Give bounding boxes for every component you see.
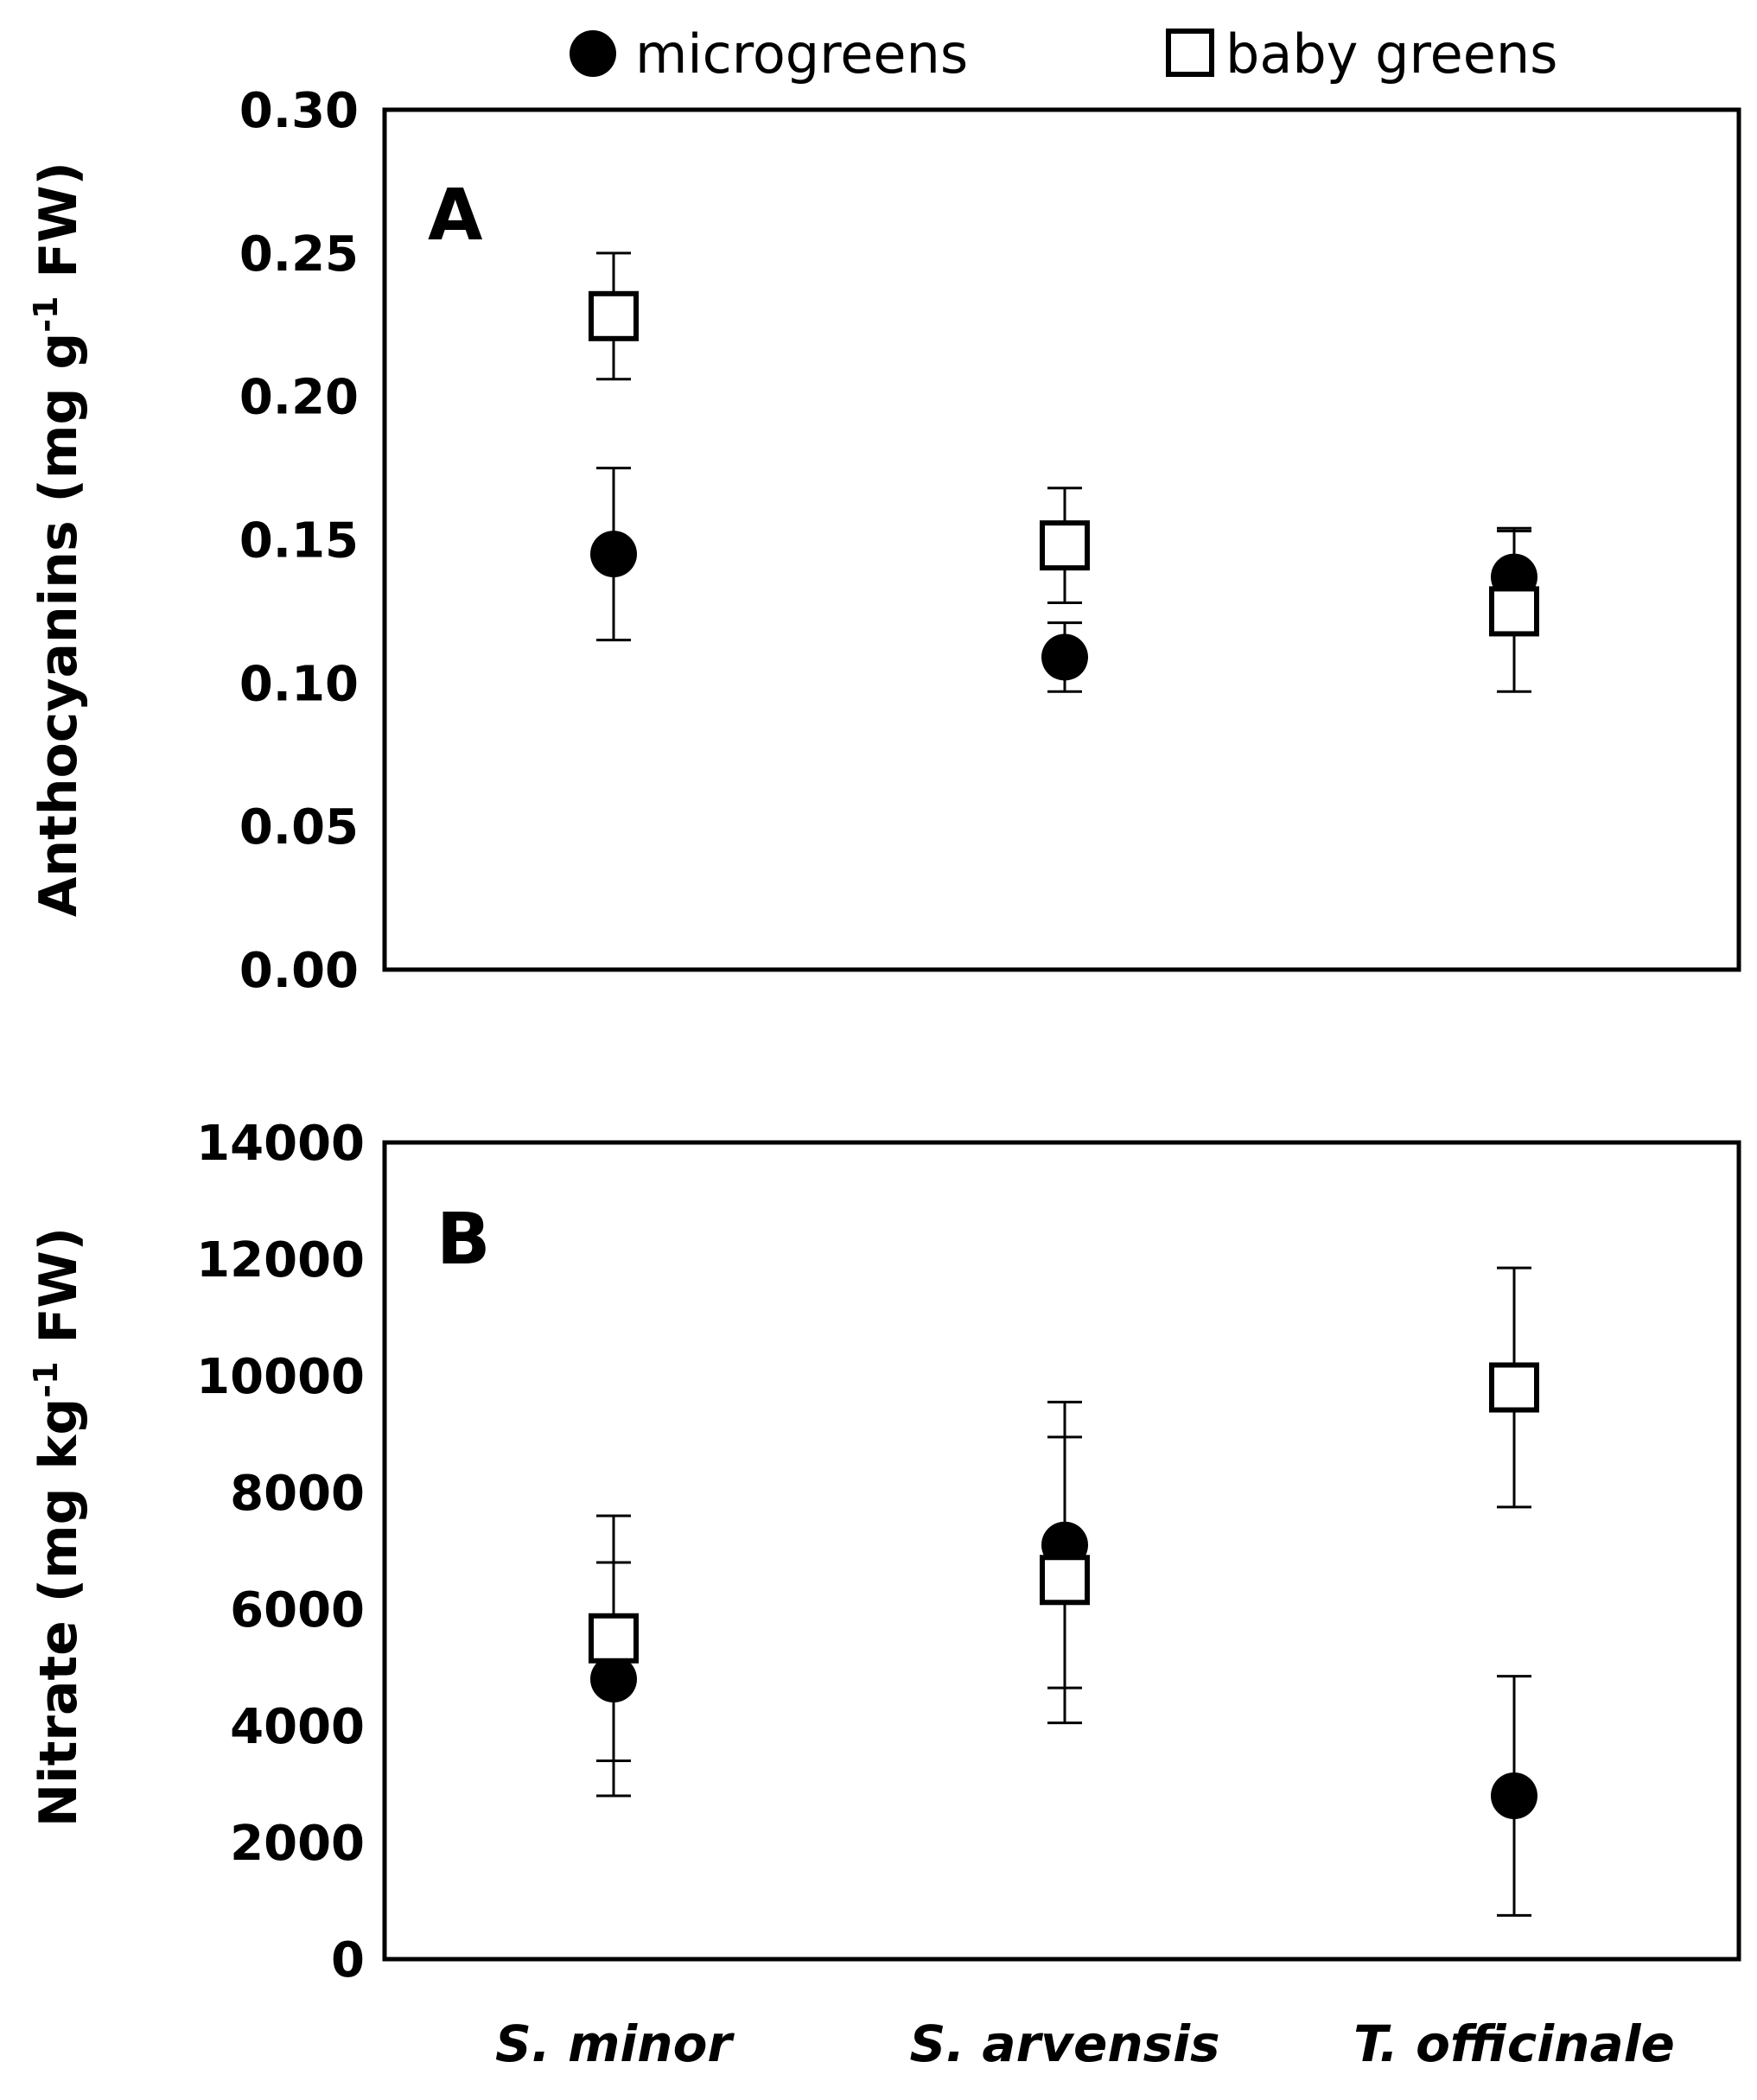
panel-b-y-tick-label: 10000 bbox=[196, 1349, 365, 1405]
x-category-labels: S. minor S. arvensis T. officinale bbox=[495, 2014, 1675, 2073]
panel-a-y-ticks: 0.00 0.05 0.10 0.15 0.20 0.25 0.30 bbox=[239, 83, 359, 999]
panel-a-baby-greens-s-minor-point bbox=[589, 290, 639, 341]
panel-b-y-tick-label: 6000 bbox=[230, 1582, 365, 1639]
panel-a-microgreens-s-arvensis-point bbox=[1041, 633, 1088, 681]
x-category-label-s-arvensis: S. arvensis bbox=[909, 2014, 1219, 2073]
panel-b-baby-greens-s-arvensis-point bbox=[1040, 1555, 1090, 1606]
x-category-label-s-minor: S. minor bbox=[495, 2014, 735, 2073]
panel-a-microgreens-s-minor-point bbox=[590, 531, 637, 578]
panel-a-y-tick-label: 0.20 bbox=[239, 370, 359, 426]
panel-b-y-tick-label: 8000 bbox=[230, 1466, 365, 1522]
panel-a-y-tick-label: 0.30 bbox=[239, 83, 359, 139]
panel-b-y-tick-label: 4000 bbox=[230, 1699, 365, 1755]
panel-b-y-ticks: 0 2000 4000 6000 8000 10000 12000 14000 bbox=[196, 1116, 365, 1989]
panel-a-letter: A bbox=[428, 175, 483, 257]
panel-b-y-tick-label: 14000 bbox=[196, 1116, 365, 1172]
panel-a-y-tick-label: 0.10 bbox=[239, 656, 359, 712]
legend: microgreens baby greens bbox=[570, 22, 1557, 86]
panel-b-nitrate: B Nitrate (mg kg-1 FW) 0 2000 4000 6000 8000… bbox=[27, 1116, 1741, 1989]
panel-b-y-axis-title: Nitrate (mg kg-1 FW) bbox=[27, 1227, 89, 1827]
panel-a-baby-greens-t-officinale-point bbox=[1489, 586, 1539, 637]
panel-b-data-marks bbox=[589, 1266, 1539, 1917]
panel-a-baby-greens-s-arvensis-point bbox=[1040, 520, 1090, 571]
legend-microgreens-marker bbox=[570, 30, 616, 77]
panel-b-baby-greens-s-minor-point bbox=[589, 1613, 639, 1664]
panel-b-y-tick-label: 0 bbox=[331, 1932, 365, 1989]
panel-a-anthocyanins: A Anthocyanins (mg g-1 FW) 0.000.050.100… bbox=[27, 83, 1741, 999]
panel-a-y-tick-label: 0.05 bbox=[239, 799, 359, 856]
panel-b-letter: B bbox=[436, 1199, 491, 1281]
panel-a-y-tick-label: 0.15 bbox=[239, 513, 359, 570]
panel-a-data-marks bbox=[589, 251, 1539, 693]
panel-b-frame bbox=[382, 1140, 1741, 1962]
panel-a-frame bbox=[382, 107, 1741, 972]
legend-baby-greens-marker bbox=[1166, 29, 1214, 77]
panel-a-y-tick-label: 0.00 bbox=[239, 943, 359, 999]
x-category-label-t-officinale: T. officinale bbox=[1353, 2014, 1675, 2073]
panel-b-y-tick-label: 12000 bbox=[196, 1232, 365, 1289]
panel-b-y-tick-label: 2000 bbox=[230, 1816, 365, 1872]
legend-microgreens-label: microgreens bbox=[635, 22, 968, 86]
legend-baby-greens-label: baby greens bbox=[1225, 22, 1557, 86]
panel-b-microgreens-s-minor-point bbox=[590, 1656, 637, 1702]
panel-a-y-tick-label: 0.25 bbox=[239, 226, 359, 283]
panel-a-y-axis-title: Anthocyanins (mg g-1 FW) bbox=[27, 162, 89, 917]
panel-b-baby-greens-t-officinale-point bbox=[1489, 1362, 1539, 1413]
panel-b-microgreens-t-officinale-point bbox=[1491, 1772, 1537, 1819]
